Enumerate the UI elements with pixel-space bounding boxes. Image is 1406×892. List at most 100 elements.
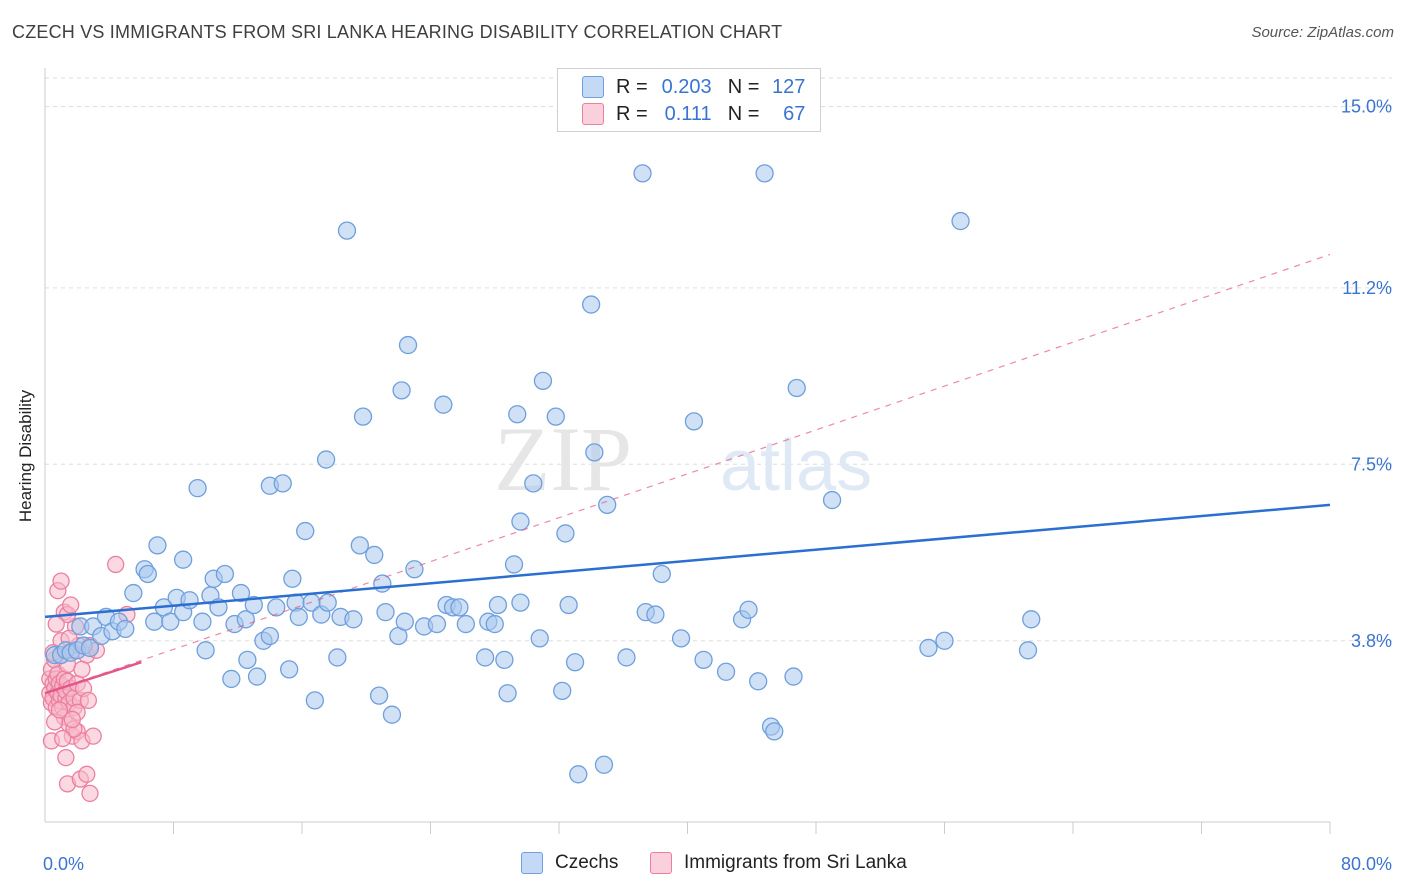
czech-point	[488, 595, 508, 615]
legend-swatch-pink	[650, 852, 672, 874]
czech-point	[365, 545, 384, 565]
watermark-atlas: atlas	[720, 426, 872, 506]
sri-lanka-point	[52, 572, 70, 590]
czech-point	[569, 765, 588, 784]
czech-point	[694, 650, 713, 669]
czech-point	[749, 672, 768, 691]
czech-point	[716, 662, 736, 681]
czech-point	[784, 667, 803, 686]
czech-point	[530, 629, 549, 648]
czech-point	[565, 653, 585, 672]
czech-point	[193, 612, 212, 631]
legend-item-czechs: Czechs	[521, 852, 618, 874]
czech-point	[318, 593, 337, 612]
czech-point	[222, 669, 241, 689]
legend-item-sri-lanka: Immigrants from Sri Lanka	[650, 852, 907, 874]
czech-point	[188, 479, 207, 498]
czech-point	[450, 598, 469, 617]
legend-swatch-blue	[582, 76, 604, 98]
czech-point	[935, 631, 954, 650]
czech-point	[495, 650, 514, 669]
czech-point	[787, 378, 806, 398]
czech-point	[180, 591, 199, 610]
czech-point	[585, 443, 604, 462]
sri-lanka-point	[54, 729, 72, 748]
czech-point	[328, 648, 347, 667]
czech-point	[392, 381, 411, 400]
legend-n-label: N =	[727, 102, 760, 125]
czech-point	[739, 600, 758, 619]
czech-point	[434, 395, 453, 414]
legend-r-label: R =	[616, 75, 648, 98]
czech-points	[45, 164, 1041, 784]
sri-lanka-point	[79, 691, 98, 710]
gridlines	[45, 77, 1392, 642]
czech-point	[652, 564, 671, 584]
czech-point	[124, 583, 143, 603]
sri-lanka-point	[81, 784, 99, 803]
czech-point	[231, 583, 251, 603]
czech-point	[533, 371, 553, 390]
czech-point	[353, 407, 373, 426]
czech-point	[556, 524, 575, 543]
czech-point	[427, 614, 447, 634]
czech-point	[305, 691, 325, 710]
legend-n-label: N =	[727, 75, 760, 98]
czech-point	[594, 755, 614, 774]
czech-point	[376, 603, 395, 622]
sri-lanka-point	[47, 615, 65, 633]
czech-point	[138, 564, 157, 584]
czech-point	[504, 555, 524, 574]
czech-point	[279, 660, 299, 679]
czech-point	[671, 629, 691, 648]
czech-point	[951, 211, 970, 231]
czech-point	[617, 648, 636, 667]
legend-n-value: 127	[772, 75, 806, 98]
czech-point	[247, 667, 267, 686]
x-tick-label: 0.0%	[43, 854, 84, 874]
czech-point	[508, 405, 527, 424]
czech-point	[1022, 610, 1041, 629]
legend-n-value: 67	[783, 102, 806, 125]
czech-point	[581, 295, 601, 314]
czech-point	[296, 521, 315, 541]
legend-label-sri-lanka: Immigrants from Sri Lanka	[684, 852, 907, 873]
czech-point	[369, 686, 389, 705]
sri-lanka-point	[78, 765, 96, 783]
czech-point	[173, 550, 193, 569]
czech-trend-line	[44, 503, 1331, 619]
czech-point	[238, 650, 257, 669]
czech-point	[337, 221, 357, 240]
stats-legend: R = 0.203 N = 127 R = 0.111 N = 67	[557, 68, 821, 132]
czech-point	[755, 164, 774, 183]
czech-point	[1018, 641, 1038, 660]
sri-lanka-trend-line	[44, 661, 142, 695]
legend-swatch-blue	[521, 852, 543, 874]
czech-point	[273, 474, 292, 493]
czech-point	[215, 564, 235, 584]
chart-title: CZECH VS IMMIGRANTS FROM SRI LANKA HEARI…	[12, 22, 783, 42]
czech-point	[289, 607, 308, 627]
czech-point	[244, 595, 263, 615]
czech-point	[267, 598, 286, 617]
czech-point	[80, 638, 100, 658]
czech-point	[498, 684, 517, 703]
x-tick-label: 80.0%	[1341, 854, 1392, 874]
y-tick-label: 11.2%	[1342, 278, 1392, 298]
czech-point	[316, 450, 336, 469]
czech-point	[684, 412, 704, 431]
sri-lanka-trend-extended	[44, 253, 1331, 694]
legend-label-czechs: Czechs	[555, 852, 619, 873]
legend-row-sri-lanka: R = 0.111 N = 67	[582, 102, 805, 126]
legend-r-value: 0.111	[664, 102, 712, 125]
y-axis-label: Hearing Disability	[16, 389, 35, 523]
czech-point	[485, 614, 504, 634]
sri-lanka-point	[73, 660, 91, 679]
czech-point	[598, 495, 617, 514]
czech-point	[475, 648, 495, 667]
watermark-zip: ZIP	[494, 408, 632, 510]
czech-point	[524, 474, 543, 493]
legend-r-label: R =	[616, 102, 648, 125]
czech-point	[161, 612, 180, 631]
czech-point	[765, 722, 784, 741]
